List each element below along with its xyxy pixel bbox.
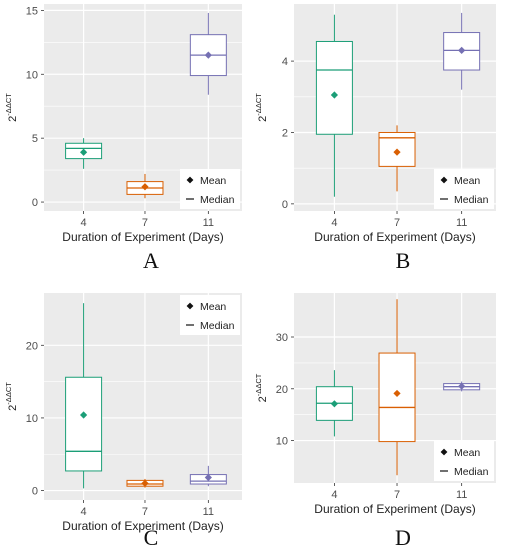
x-tick-label: 11 (203, 217, 214, 229)
x-tick-label: 4 (331, 217, 337, 229)
mean-marker (80, 411, 88, 419)
y-axis-label-superscript: -ΔΔCT (254, 93, 263, 116)
box-day-7 (126, 173, 164, 199)
box-day-7 (378, 125, 416, 192)
y-axis-label: 2-ΔΔCT (4, 382, 19, 411)
y-axis-label-superscript: -ΔΔCT (4, 382, 13, 405)
y-tick-label: 20 (276, 384, 288, 396)
x-axis-label: Duration of Experiment (Days) (62, 230, 223, 244)
y-tick-label: 30 (276, 332, 288, 344)
legend-mean-label: Mean (200, 301, 226, 313)
x-axis-label: Duration of Experiment (Days) (314, 502, 475, 516)
y-axis-label-superscript: -ΔΔCT (254, 373, 263, 396)
x-tick-label: 7 (394, 217, 400, 229)
box-day-4 (65, 138, 103, 169)
x-tick-label: 11 (203, 506, 214, 518)
y-tick-label: 10 (276, 436, 288, 448)
mean-marker (458, 382, 466, 390)
mean-marker (204, 51, 212, 59)
y-axis-label-superscript: -ΔΔCT (4, 93, 13, 116)
legend: Mean Median (434, 441, 494, 481)
legend-median-label: Median (454, 194, 489, 206)
box-day-11 (443, 381, 481, 392)
box-iqr (65, 376, 103, 472)
legend: Mean Median (180, 169, 240, 209)
y-tick-label: 2 (282, 127, 288, 139)
box-iqr (315, 40, 353, 135)
panel-a: 0 5 10 15 4 7 11 2-ΔΔCT Duration of Experiment (… (4, 4, 242, 273)
y-tick-label: 0 (282, 199, 288, 211)
y-axis-label-base: 2 (7, 405, 19, 411)
mean-marker (141, 183, 149, 191)
y-axis-label: 2-ΔΔCT (254, 93, 269, 122)
mean-marker (393, 148, 401, 156)
mean-marker (330, 400, 338, 408)
y-tick-label: 15 (26, 5, 38, 17)
legend-mean-key (186, 302, 194, 310)
box-day-11 (443, 12, 481, 90)
panel-d: 10 20 30 4 7 11 2-ΔΔCT Duration of Experiment (… (254, 293, 496, 550)
box-day-4 (65, 303, 103, 489)
mean-marker (393, 389, 401, 398)
box-day-7 (126, 478, 164, 488)
y-tick-label: 10 (26, 413, 38, 425)
x-tick-label: 7 (394, 489, 400, 501)
box-day-11 (189, 465, 227, 487)
panel-letter: D (395, 525, 411, 550)
box-day-4 (315, 14, 353, 197)
mean-marker (204, 473, 212, 482)
box-day-7 (378, 299, 416, 476)
y-axis-label-base: 2 (7, 116, 19, 122)
mean-marker (458, 46, 466, 54)
panel-letter: A (143, 248, 159, 273)
y-axis-label-base: 2 (257, 396, 269, 402)
panel-letter: B (396, 248, 411, 273)
y-axis-label: 2-ΔΔCT (4, 93, 19, 122)
panel-letter: C (144, 525, 159, 550)
y-axis-label: 2-ΔΔCT (254, 373, 269, 402)
mean-marker (330, 91, 338, 99)
y-tick-label: 20 (26, 340, 38, 352)
legend-median-label: Median (454, 466, 489, 478)
legend-mean-key (440, 176, 448, 184)
legend-mean-key (440, 448, 448, 456)
x-tick-label: 4 (81, 506, 87, 518)
legend-box (180, 169, 240, 209)
box-iqr (378, 352, 416, 443)
legend-box (434, 169, 494, 209)
y-tick-label: 4 (282, 56, 288, 68)
x-axis-label: Duration of Experiment (Days) (314, 230, 475, 244)
y-tick-label: 5 (32, 133, 38, 145)
y-tick-label: 0 (32, 197, 38, 209)
y-axis-label-base: 2 (257, 116, 269, 122)
y-tick-label: 0 (32, 486, 38, 498)
box-day-4 (315, 370, 353, 437)
legend-box (180, 295, 240, 335)
legend-box (434, 441, 494, 481)
legend-median-label: Median (200, 320, 235, 332)
box-day-11 (189, 12, 227, 95)
legend-mean-key (186, 176, 194, 184)
x-tick-label: 7 (142, 217, 148, 229)
legend-mean-label: Mean (454, 447, 480, 459)
x-tick-label: 7 (142, 506, 148, 518)
x-tick-label: 4 (81, 217, 87, 229)
x-tick-label: 4 (331, 489, 337, 501)
legend-mean-label: Mean (200, 175, 226, 187)
y-tick-label: 10 (26, 69, 38, 81)
mean-marker (80, 148, 88, 156)
x-tick-label: 11 (456, 217, 467, 229)
panel-c: 0 10 20 4 7 11 2-ΔΔCT Duration of Experiment (D… (4, 293, 242, 550)
legend: Mean Median (434, 169, 494, 209)
legend-mean-label: Mean (454, 175, 480, 187)
mean-marker (141, 479, 149, 487)
x-tick-label: 11 (456, 489, 467, 501)
legend: Mean Median (180, 295, 240, 335)
legend-median-label: Median (200, 194, 235, 206)
x-axis-label: Duration of Experiment (Days) (62, 519, 223, 533)
